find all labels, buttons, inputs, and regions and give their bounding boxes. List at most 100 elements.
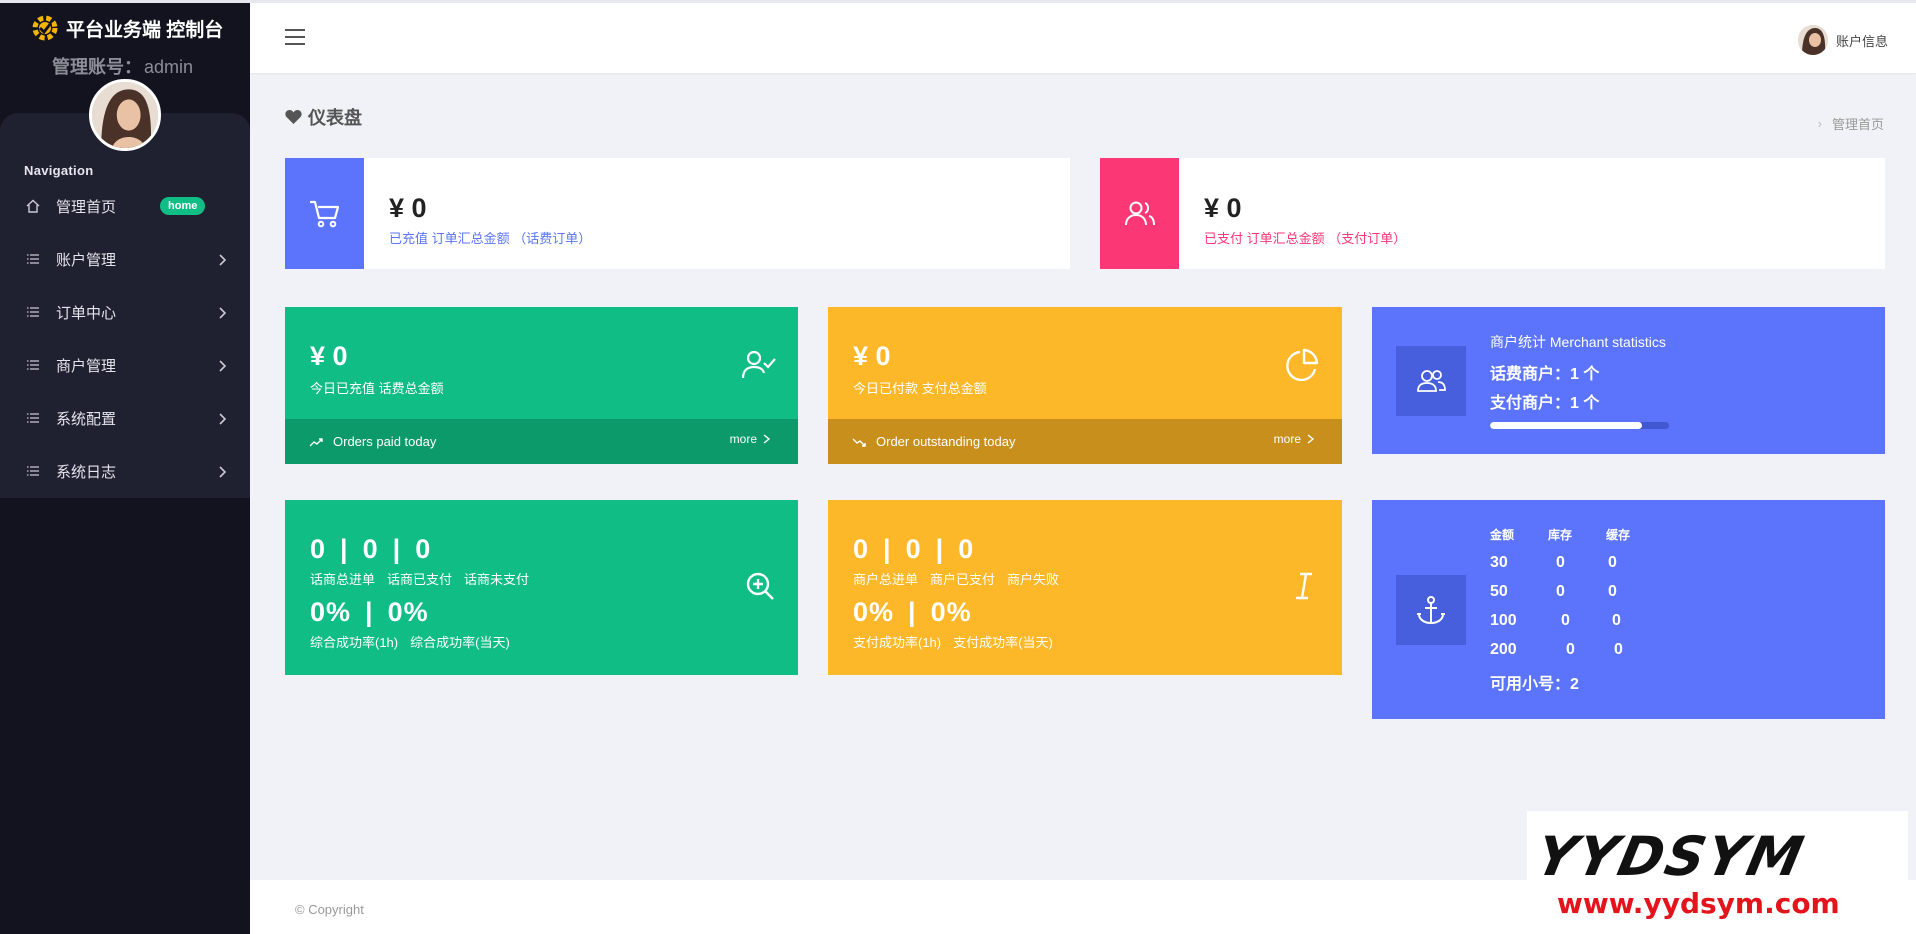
watermark-logo-text: YYDSYM <box>1530 825 1811 888</box>
user-check-icon <box>740 347 776 383</box>
today-recharge-tile: ¥ 0 今日已充值 话费总金额 Orders paid today more <box>285 307 798 464</box>
list-icon <box>26 411 40 425</box>
account-label: 管理账号： <box>52 57 142 77</box>
top-border <box>0 0 1916 3</box>
paid-amount: ¥ 0 <box>1204 193 1242 223</box>
today-recharge-footer: Orders paid today more <box>285 419 798 464</box>
today-recharge-desc: 今日已充值 话费总金额 <box>310 381 444 396</box>
available-accounts: 可用小号：2 <box>1490 676 1579 693</box>
more-link-label: more <box>1273 432 1301 446</box>
merchant-orders-counts: 0 | 0 | 0 <box>853 534 975 564</box>
phone-orders-counts: 0 | 0 | 0 <box>310 534 432 564</box>
phone-orders-unpaid: 0 <box>415 534 432 564</box>
more-link[interactable]: more <box>730 432 770 446</box>
gear-logo-icon <box>32 15 58 41</box>
sidebar-item-label: 订单中心 <box>56 304 117 322</box>
chevron-right-icon <box>217 359 227 372</box>
stock-amount: 30 <box>1490 554 1508 571</box>
user-avatar <box>1797 25 1828 55</box>
phone-orders-rate-labels: 综合成功率(1h) 综合成功率(当天) <box>310 632 522 651</box>
label-total: 话商总进单 <box>310 572 376 587</box>
chevron-right-icon <box>1307 434 1314 444</box>
pay-merchant-count: 支付商户：1 个 <box>1490 395 1600 412</box>
sidebar-item-merchants[interactable]: 商户管理 <box>0 342 250 388</box>
chevron-right-icon <box>217 412 227 425</box>
page-title: 仪表盘 <box>285 104 362 130</box>
cart-icon <box>285 158 364 269</box>
users-icon <box>1396 346 1466 416</box>
list-icon <box>26 252 40 266</box>
list-icon <box>26 464 40 478</box>
today-paid-tile: ¥ 0 今日已付款 支付总金额 Order outstanding today … <box>828 307 1342 464</box>
label-rate-1h: 综合成功率(1h) <box>310 635 399 650</box>
recharge-amount: ¥ 0 <box>389 193 427 223</box>
merchant-progress-fill <box>1490 422 1643 429</box>
label-paid: 话商已支付 <box>387 572 453 587</box>
label-rate-1h: 支付成功率(1h) <box>853 635 942 650</box>
merchant-stats-title: 商户统计 Merchant statistics <box>1490 334 1666 350</box>
copyright: © Copyright <box>295 902 364 917</box>
sidebar-item-label: 系统日志 <box>56 463 117 481</box>
stock-cache: 0 <box>1612 612 1621 629</box>
merchant-orders-labels: 商户总进单 商户已支付 商户失败 <box>853 569 1071 588</box>
sidebar-item-home[interactable]: 管理首页 home <box>0 183 250 229</box>
chevron-right-icon <box>217 253 227 266</box>
sidebar-item-logs[interactable]: 系统日志 <box>0 448 250 494</box>
more-link[interactable]: more <box>1274 432 1314 446</box>
merchant-orders-total: 0 <box>853 534 870 564</box>
stock-header-cache: 缓存 <box>1606 528 1631 542</box>
merchant-progress-bar <box>1490 422 1669 429</box>
sidebar-item-config[interactable]: 系统配置 <box>0 395 250 441</box>
recharge-desc: 已充值 订单汇总金额 （话费订单） <box>389 231 592 246</box>
label-failed: 商户失败 <box>1007 572 1060 587</box>
breadcrumb-separator-icon: › <box>1817 116 1822 131</box>
rate-today: 0% <box>930 597 972 627</box>
account-info: 管理账号： admin <box>52 53 193 79</box>
account-menu[interactable]: 账户信息 <box>1797 25 1888 55</box>
heart-icon <box>285 110 302 124</box>
merchant-stats-card: 商户统计 Merchant statistics 话费商户：1 个 支付商户：1… <box>1372 307 1885 454</box>
label-rate-today: 支付成功率(当天) <box>953 635 1053 650</box>
breadcrumb: › 管理首页 <box>1818 114 1884 133</box>
menu-toggle-icon[interactable] <box>285 29 305 45</box>
breadcrumb-home[interactable]: 管理首页 <box>1831 117 1884 132</box>
stock-header-inventory: 库存 <box>1548 528 1573 542</box>
list-icon <box>26 358 40 372</box>
phone-orders-rates: 0% | 0% <box>310 597 429 627</box>
trending-up-icon <box>309 435 323 447</box>
pie-chart-icon <box>1284 347 1320 383</box>
stock-amount: 50 <box>1490 583 1508 600</box>
account-value: admin <box>144 57 194 77</box>
brand[interactable]: 平台业务端 控制台 <box>30 13 223 43</box>
sidebar: 平台业务端 控制台 管理账号： admin Navigation 管理首页 hom… <box>0 3 250 934</box>
watermark-url: www.yydsym.com <box>1557 887 1840 920</box>
phone-orders-total: 0 <box>310 534 327 564</box>
today-recharge-amount: ¥ 0 <box>310 341 348 371</box>
profile-avatar[interactable] <box>89 79 161 151</box>
sidebar-item-label: 商户管理 <box>56 357 117 375</box>
phone-orders-labels: 话商总进单 话商已支付 话商未支付 <box>310 569 541 588</box>
today-paid-desc: 今日已付款 支付总金额 <box>853 381 987 396</box>
sidebar-item-account[interactable]: 账户管理 <box>0 236 250 282</box>
stock-inventory: 0 <box>1561 612 1570 629</box>
today-paid-amount: ¥ 0 <box>853 341 891 371</box>
label-paid: 商户已支付 <box>930 572 996 587</box>
recharge-total-card: ¥ 0 已充值 订单汇总金额 （话费订单） <box>285 158 1070 269</box>
chevron-right-icon <box>763 434 770 444</box>
merchant-orders-paid: 0 <box>905 534 922 564</box>
today-paid-footer-text: Order outstanding today <box>876 434 1016 449</box>
stock-cache: 0 <box>1608 554 1617 571</box>
anchor-icon <box>1396 575 1466 645</box>
stock-amount: 200 <box>1490 641 1517 658</box>
paid-total-card: ¥ 0 已支付 订单汇总金额 （支付订单） <box>1100 158 1885 269</box>
label-unpaid: 话商未支付 <box>464 572 530 587</box>
nav-panel: Navigation 管理首页 home 账户管理 订单中心 商户管理 系统配置 <box>0 113 250 498</box>
stock-inventory: 0 <box>1556 554 1565 571</box>
nav-title: Navigation <box>24 163 94 178</box>
merchant-orders-rates: 0% | 0% <box>853 597 972 627</box>
sidebar-item-orders[interactable]: 订单中心 <box>0 289 250 335</box>
rate-1h: 0% <box>853 597 895 627</box>
more-link-label: more <box>729 432 757 446</box>
stock-cache: 0 <box>1608 583 1617 600</box>
merchant-orders-tile: 0 | 0 | 0 商户总进单 商户已支付 商户失败 0% | 0% 支付成功率(1h) 支付成功… <box>828 500 1342 675</box>
